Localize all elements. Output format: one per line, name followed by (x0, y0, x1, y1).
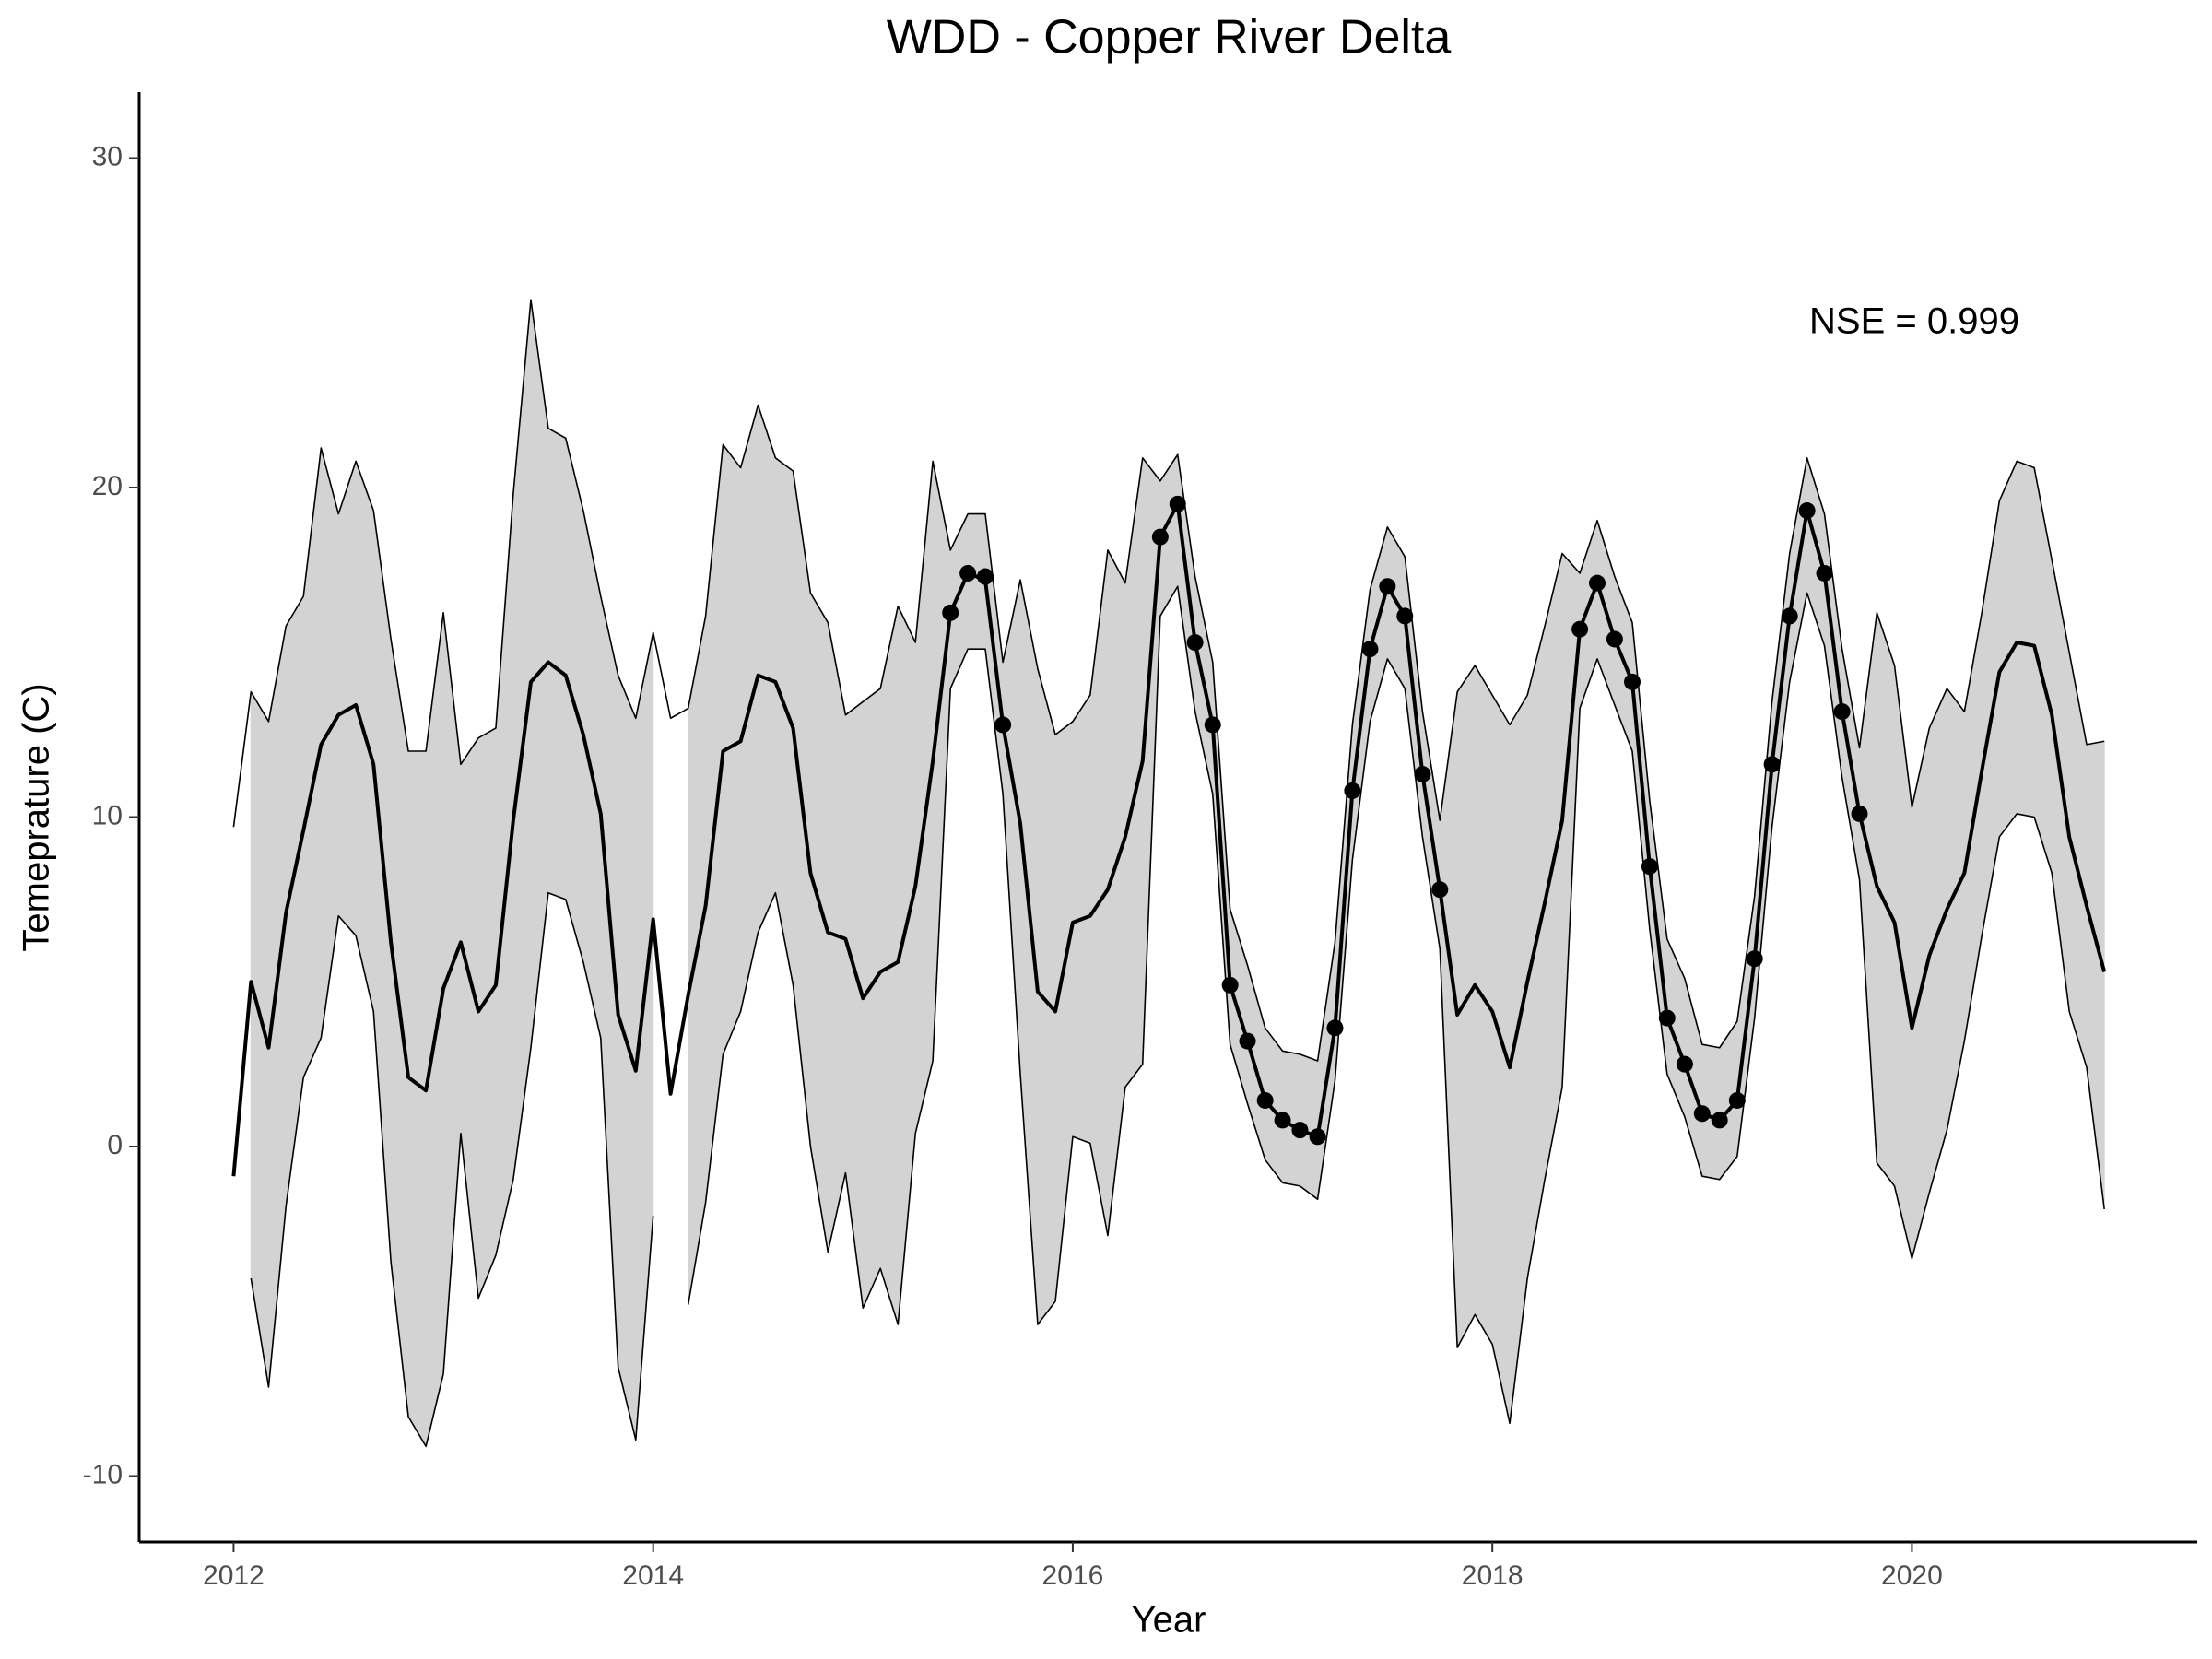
observed-point (1151, 528, 1169, 546)
y-tick-label: 0 (107, 1130, 123, 1160)
observed-point (1414, 766, 1431, 783)
observed-point (1816, 564, 1833, 582)
band (407, 750, 427, 1449)
x-tick-label: 2018 (1462, 1560, 1524, 1591)
observed-point (1291, 1122, 1309, 1139)
annotation: NSE = 0.999 (1809, 301, 2019, 342)
band (1859, 612, 1877, 1163)
x-tick-label: 2016 (1042, 1560, 1104, 1591)
observed-point (977, 568, 994, 585)
observed-point (1169, 495, 1186, 512)
y-tick-label: -10 (83, 1459, 123, 1489)
band (1928, 688, 1947, 1194)
observed-point (1309, 1128, 1326, 1146)
observed-point (1728, 1091, 1746, 1109)
observed-point (1763, 756, 1781, 773)
band (337, 461, 357, 937)
upper-line (232, 299, 2105, 1062)
y-tick-label: 30 (92, 141, 123, 171)
band (1107, 549, 1126, 1236)
band (390, 639, 409, 1418)
band (862, 688, 881, 1309)
band (949, 513, 969, 689)
x-tick-label: 2020 (1881, 1560, 1943, 1591)
mean-line (231, 501, 2107, 1177)
band (757, 405, 776, 933)
observed-point (1396, 607, 1414, 625)
observed-point (994, 716, 1012, 734)
observed-point (1606, 630, 1623, 648)
y-tick-label: 10 (92, 800, 123, 830)
observed-point (1746, 950, 1763, 968)
observed-point (1571, 620, 1589, 638)
observed-point (1274, 1112, 1291, 1129)
y-tick-label: 20 (92, 471, 123, 501)
band (1456, 664, 1476, 1348)
observed-point (1798, 502, 1816, 520)
y-axis-title: Temeprature (C) (17, 683, 57, 951)
observed-point (1676, 1055, 1693, 1073)
observed-point (1851, 805, 1868, 822)
lower-line (250, 891, 654, 1448)
band (844, 700, 864, 1309)
observed-point (1344, 782, 1361, 799)
band (688, 616, 707, 1305)
observed-point (1833, 703, 1851, 721)
observed-point (942, 604, 959, 621)
band (897, 606, 916, 1325)
observed-point (1431, 881, 1449, 899)
x-tick-label: 2014 (622, 1560, 684, 1591)
x-tick-label: 2012 (203, 1560, 265, 1591)
chart-title: WDD - Copper River Delta (887, 11, 1452, 65)
observed-point (1256, 1091, 1274, 1109)
observed-point (1658, 1009, 1676, 1027)
observed-point (1781, 607, 1798, 625)
band (932, 461, 951, 1062)
band (1894, 665, 1912, 1259)
x-axis-title: Year (1132, 1600, 1206, 1641)
band (1876, 612, 1896, 1188)
band (914, 461, 934, 1134)
observed-point (1186, 634, 1204, 652)
band (2016, 460, 2035, 818)
lower-line (687, 585, 2105, 1425)
observed-point (1641, 858, 1658, 876)
band (267, 626, 287, 1388)
observed-point (1239, 1032, 1256, 1050)
observed-point (1588, 574, 1606, 592)
observed-point (1361, 641, 1379, 658)
observed-point (1204, 716, 1221, 734)
band (1946, 687, 1965, 1131)
band (2068, 652, 2088, 1068)
band (2033, 467, 2053, 874)
observed-point (1221, 976, 1239, 994)
band (1526, 626, 1546, 1279)
observed-point (959, 564, 977, 582)
observed-point (1624, 673, 1641, 690)
observed-point (1693, 1105, 1711, 1123)
observed-point (1711, 1112, 1728, 1129)
observed-point (1379, 578, 1396, 595)
band (477, 727, 497, 1299)
observed-point (1326, 1019, 1344, 1037)
